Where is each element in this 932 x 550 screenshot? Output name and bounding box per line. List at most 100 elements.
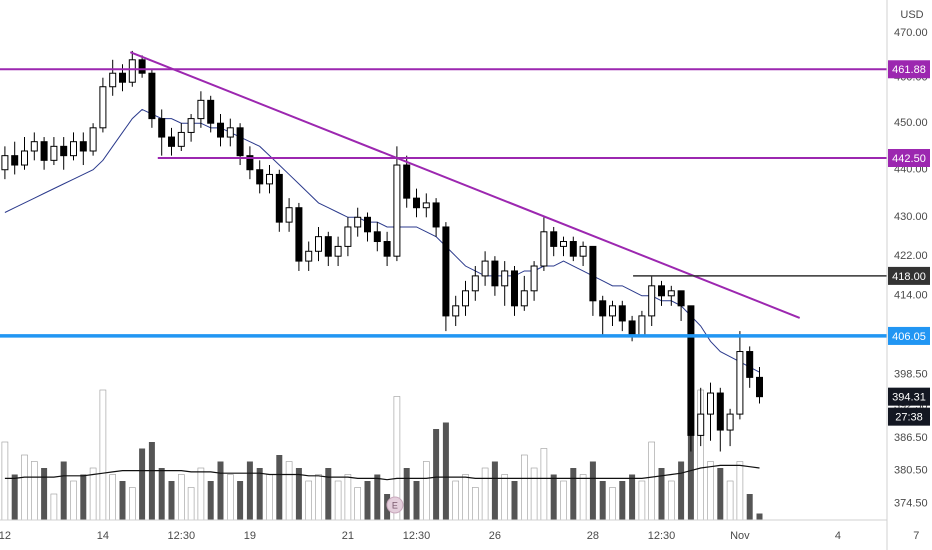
- candle-body: [295, 207, 303, 262]
- candle-body: [707, 392, 714, 415]
- volume-bar: [197, 467, 205, 520]
- volume-bar: [433, 429, 440, 520]
- volume-bar: [442, 422, 449, 520]
- candle-body: [403, 164, 411, 199]
- candle-body: [70, 141, 77, 157]
- volume-bar: [89, 467, 97, 520]
- candle-body: [560, 241, 567, 247]
- candle-body: [373, 231, 381, 243]
- last-price-text: 394.31: [892, 392, 926, 404]
- candle-body: [550, 231, 558, 247]
- volume-bar: [550, 474, 557, 520]
- candle-body: [187, 118, 195, 133]
- candle-body: [618, 305, 626, 322]
- candle-body: [677, 290, 685, 307]
- candle-body: [432, 202, 440, 228]
- candle-body: [383, 241, 391, 257]
- candle-body: [530, 265, 538, 292]
- volume-bar: [11, 474, 18, 520]
- volume-bar: [599, 481, 606, 520]
- volume-bar: [21, 454, 28, 520]
- candle-body: [246, 155, 254, 171]
- volume-bar: [413, 481, 420, 520]
- candle-body: [393, 164, 401, 257]
- x-tick-label: 14: [97, 530, 109, 542]
- volume-bar: [227, 474, 234, 520]
- candle-body: [60, 145, 68, 157]
- y-tick-label: 398.50: [894, 369, 928, 381]
- y-tick-label: 386.50: [894, 432, 928, 444]
- x-tick-label: 4: [835, 530, 841, 542]
- volume-bar: [119, 481, 126, 520]
- candle-body: [599, 300, 607, 317]
- level-label-text: 461.88: [892, 64, 926, 76]
- volume-bar: [756, 513, 763, 520]
- candle-body: [569, 241, 577, 257]
- volume-bar: [285, 461, 293, 520]
- volume-bar: [344, 474, 352, 520]
- volume-bar: [276, 455, 283, 520]
- candle-body: [658, 285, 665, 297]
- candle-body: [579, 245, 587, 257]
- x-tick-label: 21: [342, 530, 354, 542]
- candle-body: [344, 226, 352, 247]
- candle-body: [609, 305, 616, 317]
- volume-bar: [1, 441, 9, 520]
- candle-body: [520, 290, 528, 307]
- volume-bar: [491, 461, 498, 520]
- candle-body: [491, 260, 499, 287]
- y-tick-label: 450.00: [894, 117, 928, 129]
- volume-bar: [207, 481, 214, 520]
- candle-body: [422, 202, 430, 209]
- volume-bar: [334, 480, 342, 520]
- candle-body: [128, 59, 136, 83]
- volume-bar: [187, 487, 195, 520]
- x-tick-label: 12:30: [648, 530, 676, 542]
- volume-bar: [707, 461, 714, 520]
- moving-average-line: [4, 108, 760, 373]
- volume-bar: [452, 480, 460, 520]
- candle-body: [589, 245, 597, 302]
- trendline: [129, 51, 801, 319]
- volume-bar: [560, 480, 567, 520]
- candle-body: [109, 72, 117, 88]
- volume-bar: [80, 474, 87, 520]
- volume-bar: [168, 481, 175, 520]
- candle-body: [452, 305, 460, 317]
- candle-body: [168, 136, 175, 147]
- volume-bar: [530, 467, 538, 520]
- candle-body: [138, 59, 146, 74]
- candle-body: [30, 141, 38, 152]
- candle-body: [628, 320, 636, 337]
- x-tick-label: 12: [0, 530, 11, 542]
- volume-bar: [266, 474, 273, 520]
- volume-bar: [256, 468, 263, 520]
- candle-body: [217, 122, 224, 138]
- volume-bar: [99, 389, 107, 520]
- candle-body: [40, 141, 48, 161]
- candle-body: [471, 275, 479, 292]
- volume-bar: [217, 461, 224, 520]
- candle-body: [197, 99, 205, 120]
- volume-bar: [717, 468, 724, 520]
- candle-body: [364, 216, 371, 233]
- volume-bar: [540, 448, 548, 520]
- candle-body: [256, 169, 264, 185]
- volume-bar: [325, 468, 332, 520]
- y-tick-label: 430.00: [894, 211, 928, 223]
- volume-bar: [501, 474, 509, 520]
- x-tick-label: 12:30: [403, 530, 431, 542]
- candle-body: [354, 216, 362, 228]
- volume-bar: [726, 480, 734, 520]
- volume-bar: [589, 461, 596, 520]
- candle-body: [687, 305, 695, 436]
- countdown-box: [888, 407, 930, 426]
- candle-body: [756, 376, 763, 398]
- volume-bar: [364, 481, 371, 520]
- volume-bar: [638, 480, 646, 520]
- level-label-text: 418.00: [892, 271, 926, 283]
- volume-bar: [579, 474, 587, 520]
- x-tick-label: Nov: [730, 530, 750, 542]
- volume-bar: [30, 461, 38, 520]
- volume-bar: [109, 474, 116, 520]
